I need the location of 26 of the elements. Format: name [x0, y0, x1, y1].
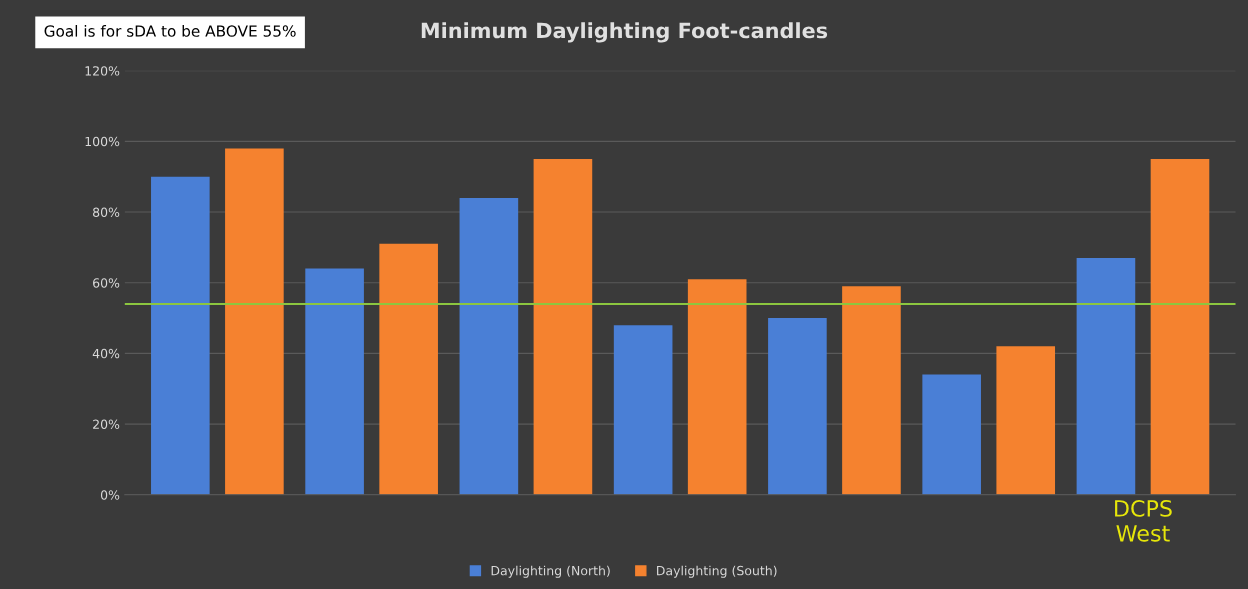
- x-tick-label: DCPS West: [1115, 500, 1172, 542]
- bar: [459, 197, 519, 495]
- y-tick-label: 40%: [92, 348, 120, 359]
- y-tick-label: 20%: [93, 419, 120, 430]
- bar: [613, 325, 673, 495]
- y-tick-label: 60%: [93, 278, 120, 288]
- y-tick-label: 0%: [100, 490, 120, 500]
- bar: [151, 176, 210, 495]
- bar: [305, 268, 364, 495]
- bar: [996, 346, 1056, 495]
- bar: [225, 148, 284, 495]
- bar: [1076, 257, 1136, 495]
- bar: [533, 159, 593, 495]
- legend-label: Daylighting (South): [657, 565, 777, 578]
- bar: [842, 286, 901, 495]
- bar: [768, 318, 827, 495]
- bar: [379, 243, 438, 495]
- bar: [687, 279, 747, 495]
- chart-title: Minimum Daylighting Foot-candles: [421, 22, 828, 43]
- text: Goal is for sDA to be ABOVE 55%: [44, 25, 296, 37]
- y-tick-label: 120%: [85, 66, 120, 76]
- legend-label: Daylighting (North): [491, 565, 610, 578]
- bar: [922, 374, 981, 495]
- bar: [1150, 159, 1210, 495]
- y-tick-label: 80%: [93, 207, 120, 217]
- y-tick-label: 100%: [85, 136, 120, 147]
